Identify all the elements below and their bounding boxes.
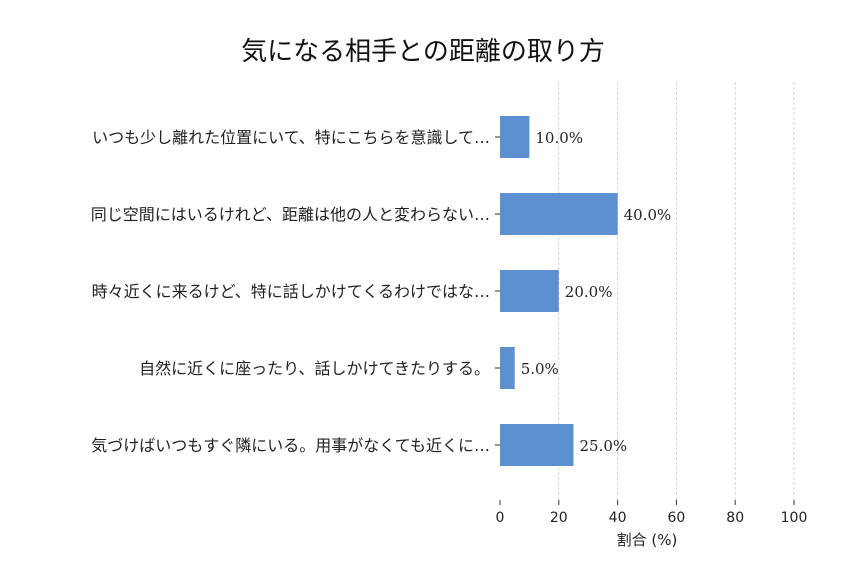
value-label: 10.0% [535,129,583,147]
value-label: 5.0% [521,360,559,378]
bar [500,270,559,312]
x-tick-label: 40 [609,510,627,526]
value-label: 40.0% [624,206,672,224]
bars: いつも少し離れた位置にいて、特にこちらを意識して… 10.0% 同じ空間にはいるけれ… [91,116,671,466]
x-axis-ticks: 0 20 40 60 80 100 [496,500,808,526]
bar [500,193,618,235]
category-label: 時々近くに来るけど、特に話しかけてくるわけではな… [92,282,490,301]
chart-title: 気になる相手との距離の取り方 [241,37,605,67]
bar [500,347,515,389]
x-tick-label: 80 [726,510,744,526]
value-label: 25.0% [580,437,628,455]
x-tick-label: 60 [667,510,685,526]
category-label: 同じ空間にはいるけれど、距離は他の人と変わらない… [91,205,490,224]
x-tick-label: 0 [496,510,505,526]
x-tick-label: 100 [781,510,808,526]
x-axis-label: 割合 (%) [617,531,678,549]
bar [500,116,530,158]
x-tick-label: 20 [550,510,568,526]
category-label: 自然に近くに座ったり、話しかけてきたりする。 [139,359,490,378]
value-label: 20.0% [565,283,613,301]
category-label: 気づけばいつもすぐ隣にいる。用事がなくても近くに… [91,436,490,455]
category-label: いつも少し離れた位置にいて、特にこちらを意識して… [92,128,490,147]
bar [500,424,574,466]
